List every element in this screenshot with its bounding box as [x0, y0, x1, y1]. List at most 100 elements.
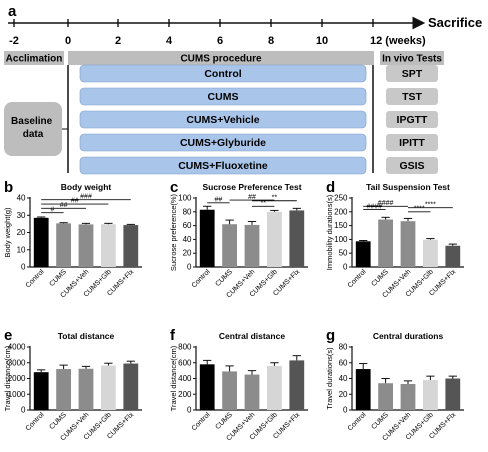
test-label-gsis: GSIS — [399, 160, 424, 172]
bar-cums-flx — [289, 360, 305, 410]
chart-title: Tail Suspension Test — [366, 182, 450, 192]
group-boxes: Control CUMS CUMS+Vehicle CUMS+Glyburide CUM… — [79, 64, 367, 175]
group-box-control — [79, 64, 367, 83]
bar-cums — [378, 383, 393, 410]
y-tick-label: 30 — [17, 211, 26, 220]
significance-label: ## — [71, 198, 79, 205]
category-label: CUMS — [48, 268, 68, 288]
y-tick-label: 40 — [17, 194, 26, 203]
panel-letter-a: a — [8, 3, 17, 20]
category-label: Control — [347, 268, 368, 289]
y-tick-label: 100 — [178, 194, 192, 203]
test-label-tst: TST — [402, 91, 422, 103]
chart-body-weight: b Body weight Body weight(g) 0 10 20 30 40 Contr… — [3, 179, 142, 299]
y-tick-label: 600 — [178, 358, 192, 367]
bar-cums-flx — [289, 210, 305, 267]
y-tick-label: 20 — [339, 390, 348, 399]
bar-control — [199, 209, 215, 267]
chart-central-durations: g Central durations Travel durations(s) 0 20… — [325, 327, 464, 442]
chart-title: Body weight — [61, 182, 112, 192]
panel-letter-g: g — [326, 327, 335, 344]
in-vivo-box — [380, 51, 444, 65]
week-label: 2 — [115, 35, 121, 47]
bar-control — [199, 364, 215, 410]
baseline-line-1: Baseline — [11, 116, 53, 127]
y-tick-label: 200 — [178, 390, 192, 399]
bar-cums-flx — [123, 363, 139, 410]
y-tick-label: 60 — [339, 358, 348, 367]
week-label: 6 — [217, 35, 223, 47]
chart-title: Central distance — [219, 331, 285, 341]
bar-cums-glb — [267, 211, 282, 267]
y-tick-label: 0 — [343, 263, 348, 272]
y-tick-label: 80 — [339, 343, 348, 352]
y-tick-label: 200 — [334, 207, 348, 216]
bar-cums — [378, 219, 393, 267]
y-tick-label: 50 — [339, 249, 348, 258]
significance-label: ## — [60, 202, 68, 209]
bar-cums-veh — [400, 221, 416, 267]
group-label-cums-fluoxetine: CUMS+Fluoxetine — [178, 160, 268, 172]
acclimation-box — [4, 51, 64, 65]
y-tick-label: 10 — [17, 245, 26, 254]
chart-sucrose-preference: c Sucrose Preference Test Sucrose preferen… — [169, 179, 308, 299]
significance-label: ** — [272, 194, 278, 201]
test-box-spt — [386, 65, 438, 82]
bar-cums-flx — [445, 245, 461, 267]
category-label: Control — [25, 411, 46, 432]
chart-tail-suspension: d Tail Suspension Test Immobility duration… — [325, 179, 464, 299]
bar-cums — [222, 224, 237, 267]
y-tick-label: 100 — [334, 235, 348, 244]
test-label-ipitt: IPITT — [399, 137, 425, 149]
bar-control — [355, 369, 371, 410]
bar-control — [355, 241, 371, 267]
panel-letter-b: b — [4, 179, 13, 196]
group-box-cums-glyburide — [79, 133, 367, 152]
bar-cums-flx — [445, 378, 461, 410]
y-tick-label: 0 — [187, 263, 192, 272]
y-axis-label: Immobility durations(s) — [325, 194, 334, 270]
y-tick-label: 0 — [187, 406, 192, 415]
y-axis-label: Body weight(g) — [3, 207, 12, 258]
category-label: Control — [191, 411, 212, 432]
test-box-gsis — [386, 157, 438, 174]
acclimation-label: Acclimation — [6, 54, 63, 65]
baseline-line-2: data — [23, 129, 44, 140]
procedure-box — [68, 51, 374, 65]
group-box-cums-fluoxetine — [79, 156, 367, 175]
bar-cums-glb — [423, 239, 438, 267]
test-boxes: SPT TST IPGTT IPITT GSIS — [386, 65, 438, 174]
test-box-ipgtt — [386, 111, 438, 128]
bar-cums-flx — [123, 225, 139, 267]
category-label: CUMS — [214, 411, 234, 431]
group-box-cums-vehicle — [79, 110, 367, 129]
week-label: 0 — [65, 35, 71, 47]
week-ticks: -2 0 2 4 6 8 10 12 (weeks) — [9, 19, 426, 47]
chart-central-distance: f Central distance Travel distance(cm) 0 200… — [169, 327, 308, 442]
y-tick-label: 60 — [183, 221, 192, 230]
bar-cums-veh — [244, 374, 260, 410]
week-label: -2 — [9, 35, 19, 47]
y-axis-label: Travel distance(cm) — [169, 345, 178, 411]
group-box-cums — [79, 87, 367, 106]
chart-total-distance: e Total distance Travel distance(cm) 0 1000 2… — [3, 327, 142, 442]
sacrifice-label: Sacrifice — [428, 15, 482, 30]
bar-cums-veh — [78, 368, 94, 410]
category-label: Control — [25, 268, 46, 289]
bar-cums-glb — [101, 365, 116, 410]
bar-cums-glb — [101, 224, 116, 267]
test-box-ipitt — [386, 134, 438, 151]
bar-cums — [56, 369, 71, 410]
bar-cums — [56, 223, 71, 267]
y-tick-label: 800 — [178, 343, 192, 352]
test-label-ipgtt: IPGTT — [397, 114, 429, 126]
bar-control — [33, 372, 49, 410]
significance-label: ## — [215, 197, 223, 204]
significance-label: ### — [80, 193, 92, 200]
y-tick-label: 40 — [339, 374, 348, 383]
y-tick-label: 250 — [334, 194, 348, 203]
baseline-box — [4, 102, 62, 156]
group-label-cums: CUMS — [208, 91, 239, 103]
in-vivo-label: In vivo Tests — [382, 54, 442, 65]
bar-cums-glb — [267, 365, 282, 410]
